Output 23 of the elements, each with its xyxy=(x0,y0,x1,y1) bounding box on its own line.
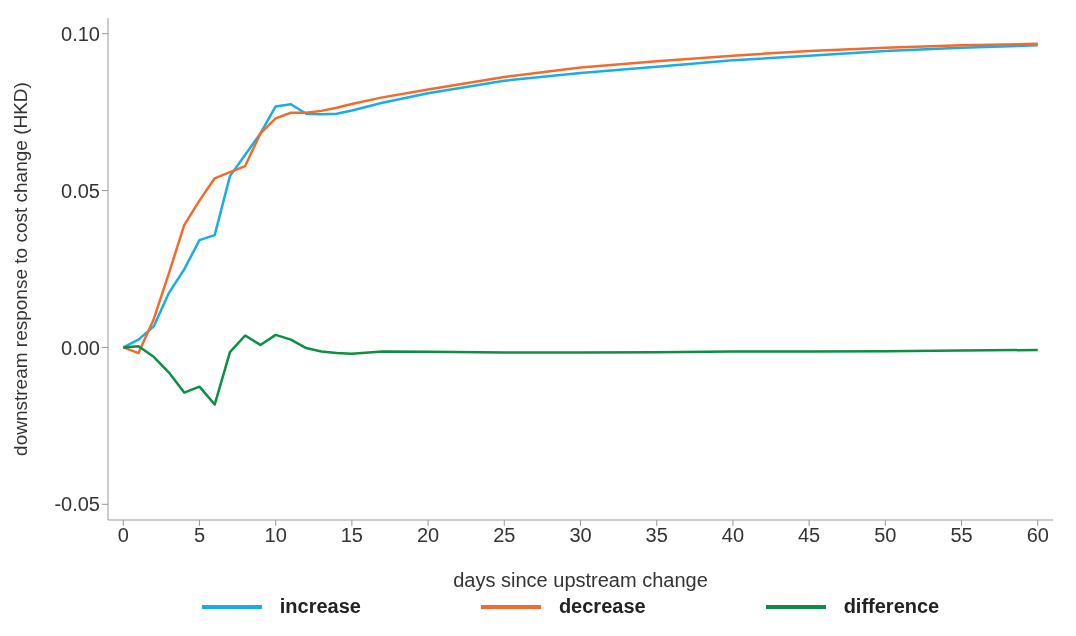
legend-label: decrease xyxy=(558,595,646,618)
x-tick-label: 30 xyxy=(569,524,592,547)
legend-label: increase xyxy=(279,595,361,618)
x-tick-label: 25 xyxy=(493,524,516,547)
x-tick-label: 10 xyxy=(264,524,287,547)
x-tick-label: 20 xyxy=(416,524,440,547)
x-tick-label: 5 xyxy=(193,524,206,547)
x-tick-label: 35 xyxy=(645,524,668,547)
x-tick-label: 15 xyxy=(340,524,363,547)
y-tick-label: 0.05 xyxy=(61,179,100,202)
x-tick-label: 0 xyxy=(117,524,129,547)
y-tick-label: 0.10 xyxy=(61,22,100,45)
x-tick-label: 50 xyxy=(874,524,897,547)
x-tick-label: 40 xyxy=(721,524,745,547)
x-tick-label: 55 xyxy=(950,524,973,547)
y-tick-label: 0.00 xyxy=(61,336,100,359)
x-tick-label: 45 xyxy=(798,524,821,547)
y-tick-label: -0.05 xyxy=(54,493,100,516)
line-series xyxy=(121,333,1040,406)
legend-label: difference xyxy=(843,595,940,618)
x-axis-title: days since upstream change xyxy=(453,569,708,591)
x-tick-label: 60 xyxy=(1026,524,1049,547)
y-axis-title: downstream response to cost change (HKD) xyxy=(9,82,31,456)
